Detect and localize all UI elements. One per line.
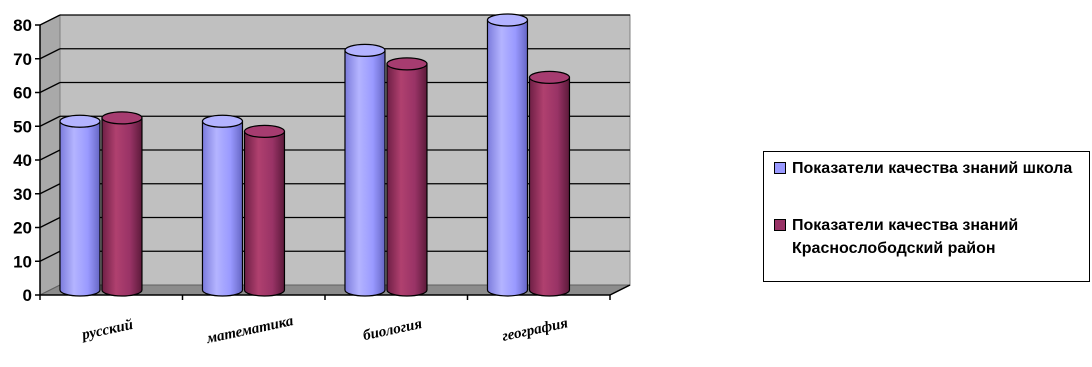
- y-tick-label: 70: [13, 50, 32, 69]
- legend-label-school: Показатели качества знаний школа: [792, 160, 1073, 177]
- bar-chart: 0 10 20 30 40 50 60 70 80 русский математика биоло…: [13, 13, 631, 347]
- y-tick-labels: 0 10 20 30 40 50 60 70 80: [13, 16, 32, 305]
- legend-label-district: Показатели качества знаний Краснослободс…: [792, 217, 1019, 257]
- y-tick-label: 60: [13, 84, 32, 103]
- legend-swatch-school: [774, 162, 786, 174]
- bar: [201, 114, 244, 297]
- bars: [59, 13, 571, 297]
- gridline-side: [39, 216, 61, 229]
- gridline-side: [39, 183, 61, 195]
- y-tick-label: 40: [13, 151, 32, 170]
- x-tick-label: русский: [79, 317, 135, 344]
- legend-swatch-district: [774, 219, 786, 231]
- bar: [486, 13, 529, 297]
- x-tick-label: математика: [204, 313, 295, 347]
- bar: [101, 111, 143, 297]
- bar: [528, 70, 571, 297]
- bar: [59, 114, 101, 297]
- x-tick-label: биология: [362, 316, 424, 344]
- y-tick-label: 10: [13, 252, 32, 271]
- legend-item-school: Показатели качества знаний школа: [774, 157, 1087, 180]
- x-tick-label: география: [501, 315, 570, 345]
- y-tick-label: 0: [23, 286, 32, 305]
- gridline-side: [39, 149, 61, 161]
- gridline-side: [39, 250, 61, 262]
- y-tick-label: 50: [13, 117, 32, 136]
- bar: [386, 57, 428, 297]
- gridline-side: [39, 14, 61, 26]
- bar: [344, 43, 386, 297]
- gridline-side: [39, 48, 61, 60]
- y-tick-label: 30: [13, 185, 32, 204]
- bar: [243, 124, 286, 297]
- y-tick-label: 80: [13, 16, 32, 35]
- x-tick-labels: русский математика биология география: [79, 313, 570, 347]
- legend-item-district: Показатели качества знаний Краснослободс…: [774, 214, 1087, 260]
- x-axis-depth: [609, 284, 631, 296]
- y-tick-label: 20: [13, 219, 32, 238]
- legend: Показатели качества знаний школа Показат…: [763, 151, 1090, 282]
- gridline-side: [39, 115, 61, 127]
- gridline-side: [39, 81, 61, 94]
